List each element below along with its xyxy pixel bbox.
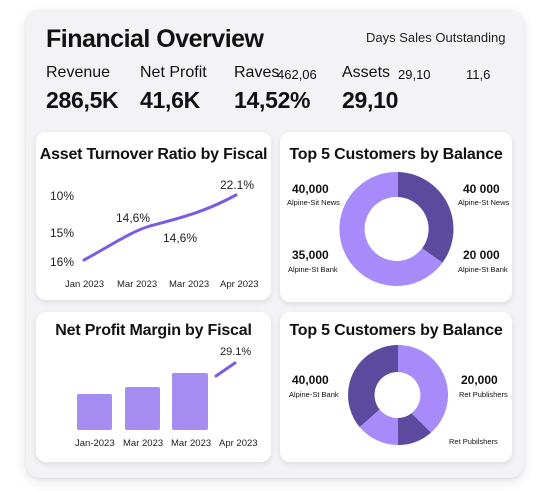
x-tick-label: Mar 2023 bbox=[123, 438, 164, 449]
bar-jan bbox=[77, 394, 112, 430]
top-customers-card-1[interactable]: Top 5 Customers by Balance bbox=[280, 132, 512, 302]
y-tick-label: 15% bbox=[50, 226, 75, 240]
asset-turnover-title: Asset Turnover Ratio by Fiscal bbox=[39, 146, 268, 163]
top-customers-title-1: Top 5 Customers by Balance bbox=[289, 146, 503, 163]
x-tick-label: Jan 2023 bbox=[65, 279, 105, 290]
donut-name-label: Alpine-St Bank bbox=[288, 265, 338, 274]
data-label: 14,6% bbox=[163, 231, 198, 245]
data-label: 14,6% bbox=[116, 211, 151, 225]
kpi-revenue-value: 286,5K bbox=[46, 87, 119, 113]
x-tick-label: Mar 2023 bbox=[169, 279, 210, 290]
donut-name-label: Alpine-St News bbox=[458, 198, 510, 207]
kpi-assets-label: Assets bbox=[342, 64, 391, 81]
x-tick-label: Jan-2023 bbox=[75, 438, 115, 449]
net-profit-margin-title: Net Profit Margin by Fiscal bbox=[55, 322, 252, 339]
kpi-net-profit-label: Net Profit bbox=[140, 64, 207, 81]
kpi-assets-small-2: 11,6 bbox=[466, 67, 491, 82]
kpi-net-profit-value: 41,6K bbox=[140, 87, 200, 113]
kpi-assets-value: 29,10 bbox=[342, 87, 399, 113]
donut-name-label: Alpine-St Bank bbox=[458, 265, 508, 274]
data-label: 22.1% bbox=[220, 178, 255, 192]
bar-mar-2 bbox=[172, 373, 208, 430]
donut-value-label: 35,000 bbox=[292, 248, 329, 262]
x-tick-label: Apr 2023 bbox=[220, 279, 259, 290]
donut-name-label: Ret Publishers bbox=[459, 390, 508, 399]
donut-name-label: Ret Pubilshers bbox=[449, 437, 498, 446]
x-tick-label: Apr 2023 bbox=[219, 438, 258, 449]
days-sales-outstanding-label[interactable]: Days Sales Outstanding bbox=[366, 30, 506, 45]
donut-value-label: 20 000 bbox=[463, 248, 500, 262]
net-profit-margin-card[interactable]: Net Profit Margin by Fiscal bbox=[36, 312, 271, 462]
page-title: Financial Overview bbox=[46, 25, 264, 53]
x-tick-label: Mar 2023 bbox=[171, 438, 212, 449]
kpi-revenue-label: Revenue bbox=[46, 64, 111, 81]
kpi-raves-label: Raves bbox=[234, 64, 280, 81]
donut-value-label: 40,000 bbox=[292, 182, 329, 196]
bar-mar-1 bbox=[125, 387, 160, 430]
top-customers-title-2: Top 5 Customers by Balance bbox=[289, 322, 503, 339]
y-tick-label: 10% bbox=[50, 189, 75, 203]
donut-name-label: Alpine-Sit News bbox=[287, 198, 340, 207]
data-label: 29.1% bbox=[220, 346, 252, 358]
y-tick-label: 16% bbox=[50, 255, 75, 269]
donut-value-label: 40,000 bbox=[292, 373, 329, 387]
x-tick-label: Mar 2023 bbox=[117, 279, 158, 290]
kpi-raves-value: 14,52% bbox=[234, 87, 311, 113]
donut-value-label: 20,000 bbox=[461, 373, 498, 387]
kpi-raves-small: 462,06 bbox=[277, 67, 317, 82]
kpi-assets-small-1: 29,10 bbox=[398, 67, 431, 82]
donut-value-label: 40 000 bbox=[463, 182, 500, 196]
asset-turnover-card[interactable]: Asset Turnover Ratio by Fiscal bbox=[36, 132, 271, 300]
donut-name-label: Alpine-St Bank bbox=[289, 390, 339, 399]
